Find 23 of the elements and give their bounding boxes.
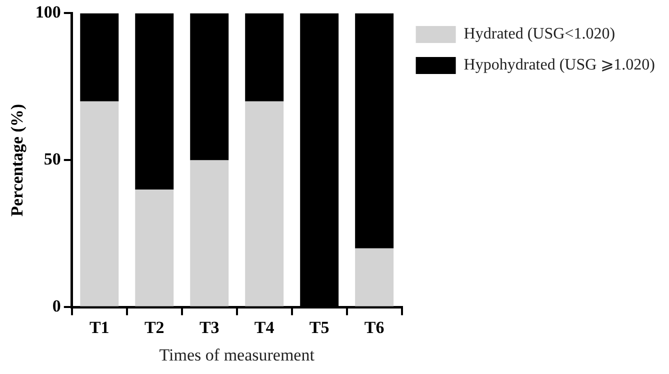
y-axis-title: Percentage (%) [8,104,27,216]
bar [245,13,284,102]
x-tick-label: T5 [309,318,330,337]
bar [135,13,174,190]
x-tick-label: T2 [144,318,164,337]
x-tick-label: T1 [89,318,110,337]
y-tick-label: 0 [52,296,61,316]
bar [190,160,229,306]
x-tick-label: T3 [199,318,220,337]
x-tick-label: T4 [254,318,275,337]
bar [80,101,119,306]
x-axis-title: Times of measurement [159,345,315,364]
bar [135,190,174,306]
bar [355,248,394,306]
legend-label: Hypohydrated (USG ⩾1.020) [464,56,656,74]
bar [190,13,229,160]
bar [80,13,119,102]
y-tick-label: 100 [35,2,61,22]
legend-label: Hydrated (USG<1.020) [464,26,616,43]
bar [355,13,394,248]
x-tick-label: T6 [364,318,384,337]
y-tick-label: 50 [44,150,61,169]
bar [245,101,284,306]
